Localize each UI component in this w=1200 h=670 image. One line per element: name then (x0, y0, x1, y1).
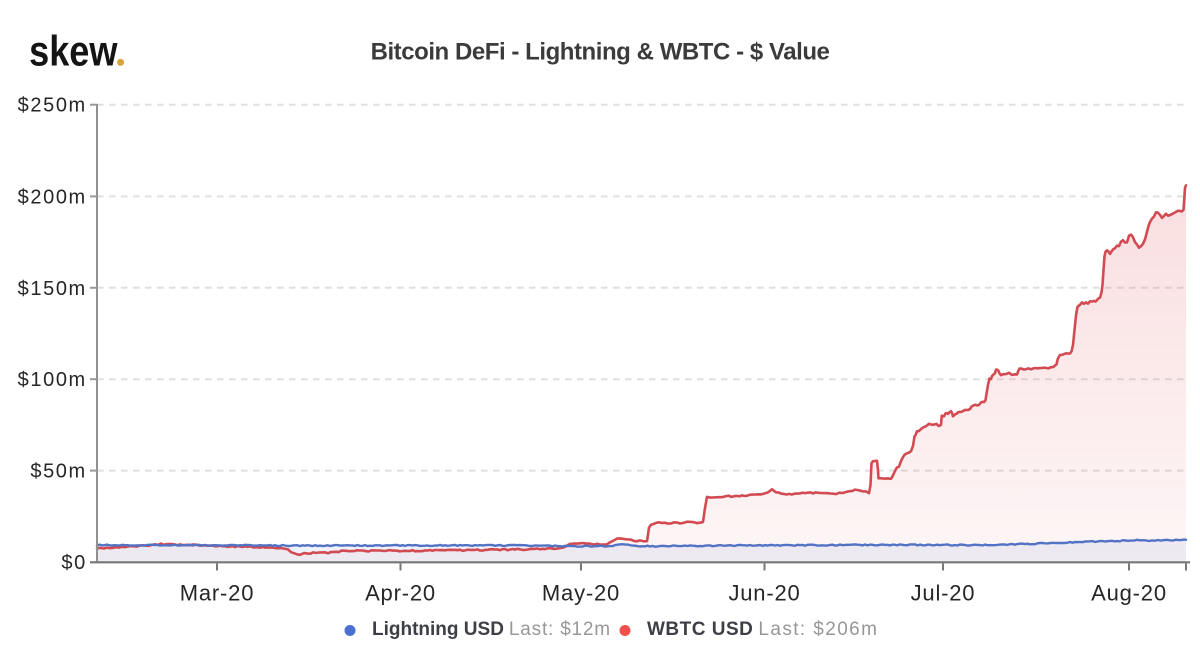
svg-text:skew: skew (29, 28, 117, 76)
svg-text:$100m: $100m (18, 369, 87, 391)
svg-text:Jul-20: Jul-20 (911, 581, 976, 606)
svg-text:Mar-20: Mar-20 (180, 581, 255, 606)
svg-text:Bitcoin DeFi - Lightning & WBT: Bitcoin DeFi - Lightning & WBTC - $ Valu… (371, 39, 830, 66)
svg-text:May-20: May-20 (542, 581, 620, 606)
svg-text:$250m: $250m (18, 95, 87, 117)
svg-text:Jun-20: Jun-20 (728, 581, 800, 606)
svg-text:$0: $0 (61, 552, 86, 574)
svg-text:Aug-20: Aug-20 (1091, 581, 1167, 606)
svg-text:$200m: $200m (18, 186, 87, 208)
svg-text:$50m: $50m (30, 461, 86, 483)
svg-text:$150m: $150m (18, 278, 87, 300)
svg-text:Apr-20: Apr-20 (365, 581, 436, 606)
